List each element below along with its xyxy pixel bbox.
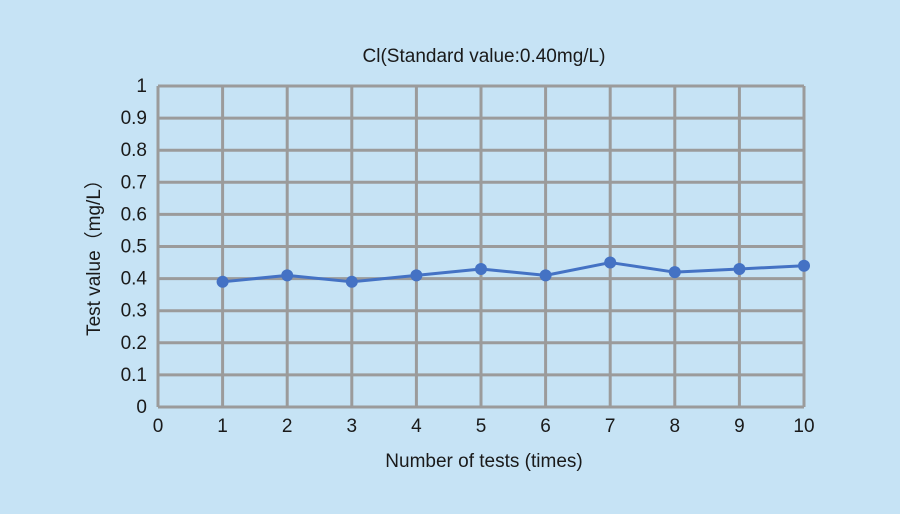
- x-axis-label: Number of tests (times): [385, 451, 582, 472]
- y-tick-label: 0.9: [121, 108, 147, 129]
- y-tick-label: 0.4: [121, 269, 148, 290]
- x-tick-label: 0: [153, 416, 164, 437]
- y-tick-label: 0.8: [121, 140, 147, 161]
- series-line-layer: [221, 261, 806, 284]
- data-point: [733, 262, 746, 275]
- series-points-layer: [216, 256, 810, 288]
- y-tick-label: 0.1: [121, 365, 147, 386]
- x-tick-label: 10: [793, 416, 814, 437]
- data-point: [475, 262, 487, 275]
- y-tick-label: 0.2: [121, 333, 147, 354]
- y-tick-label: 0.7: [121, 172, 147, 193]
- x-tick-label: 1: [217, 416, 228, 437]
- x-tick-label: 9: [734, 416, 745, 437]
- data-point: [604, 256, 617, 269]
- y-tick-label: 0.5: [121, 237, 147, 258]
- x-tick-label: 5: [476, 416, 487, 437]
- chart-title: Cl(Standard value:0.40mg/L): [363, 46, 606, 67]
- series-line: [221, 261, 806, 284]
- x-tick-label: 7: [605, 416, 616, 437]
- y-axis-ticks: 0 0.1 0.2 0.3 0.4 0.5 0.6 0.7 0.8 0.9 1: [121, 76, 148, 418]
- y-tick-label: 0.6: [121, 204, 147, 225]
- data-point: [539, 269, 552, 282]
- y-tick-label: 0.3: [121, 301, 147, 322]
- x-tick-label: 4: [411, 416, 422, 437]
- data-point: [668, 266, 681, 279]
- data-point: [281, 269, 294, 282]
- x-tick-label: 3: [347, 416, 358, 437]
- y-tick-label: 1: [136, 76, 147, 97]
- data-point: [410, 269, 423, 282]
- data-point: [345, 275, 358, 288]
- data-point: [216, 275, 229, 288]
- grid-lines: [156, 84, 806, 409]
- x-tick-label: 8: [670, 416, 681, 437]
- x-axis-ticks: 0 1 2 3 4 5 6 7 8 9 10: [153, 416, 815, 437]
- x-tick-label: 6: [540, 416, 551, 437]
- data-point: [798, 259, 810, 272]
- y-tick-label: 0: [136, 397, 147, 418]
- y-axis-label: Test value（mg/L）: [83, 170, 105, 336]
- x-tick-label: 2: [282, 416, 293, 437]
